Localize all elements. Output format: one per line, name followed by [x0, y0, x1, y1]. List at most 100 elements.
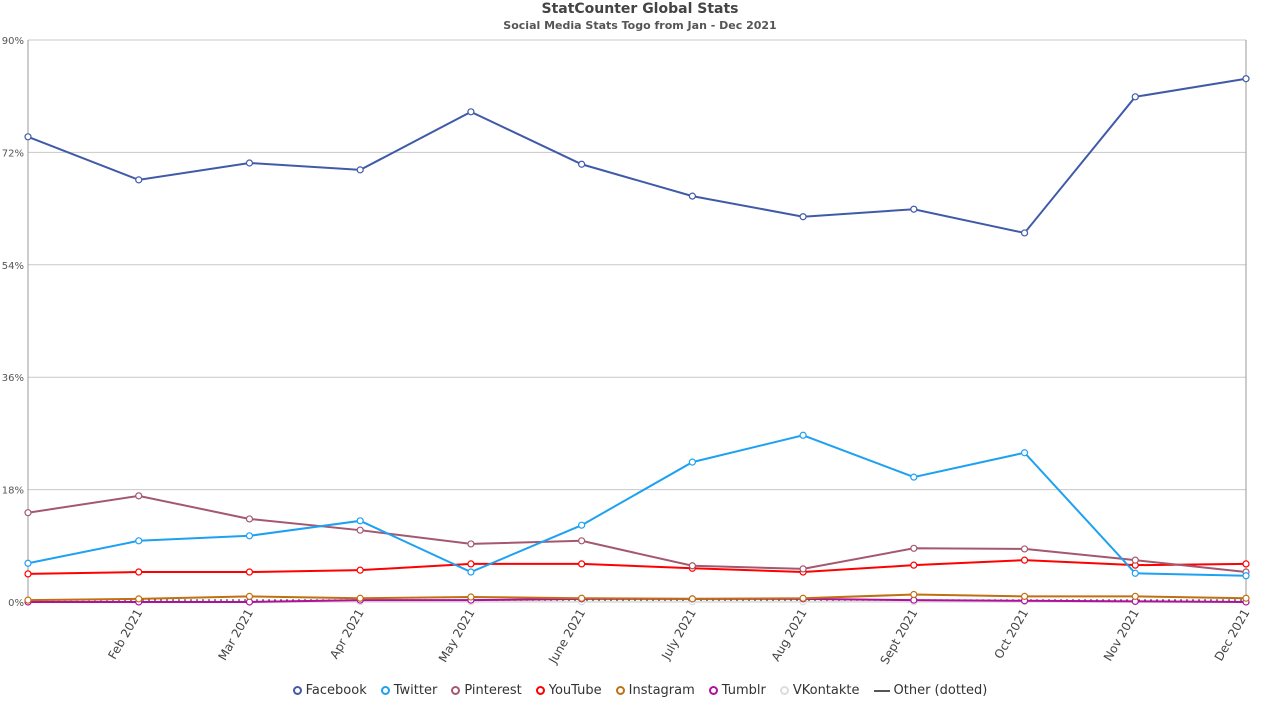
legend-label: Tumblr	[721, 683, 766, 698]
data-point	[688, 458, 696, 466]
x-tick-label: July 2021	[658, 607, 699, 663]
data-point	[467, 540, 475, 548]
legend-item[interactable]: Tumblr	[708, 683, 766, 698]
data-point	[910, 590, 918, 599]
data-point	[356, 166, 364, 174]
data-point	[1020, 449, 1029, 457]
data-point	[1020, 229, 1029, 237]
data-point	[799, 431, 807, 439]
x-tick-label: Mar 2021	[215, 607, 256, 663]
data-point	[578, 560, 586, 568]
x-tick-label: May 2021	[436, 607, 478, 665]
legend-item[interactable]: YouTube	[535, 683, 602, 698]
y-tick-label: 18%	[2, 486, 24, 497]
data-point	[688, 595, 696, 603]
data-point	[24, 133, 32, 141]
chart-title: StatCounter Global Stats	[541, 1, 739, 17]
data-point	[467, 568, 475, 576]
x-tick-label: Nov 2021	[1101, 607, 1142, 664]
legend-marker-icon	[873, 689, 890, 692]
data-point	[910, 561, 918, 569]
data-point	[910, 544, 918, 552]
legend-item[interactable]: Other (dotted)	[873, 683, 988, 698]
legend-marker-icon	[779, 686, 789, 695]
data-point	[799, 213, 807, 221]
x-tick-label: Oct 2021	[991, 607, 1031, 662]
x-tick-label: Feb 2021	[105, 607, 145, 662]
legend-marker-icon	[380, 686, 390, 695]
data-point	[688, 562, 696, 570]
legend-marker-icon	[615, 686, 625, 695]
y-tick-label: 36%	[2, 373, 24, 384]
data-point	[356, 594, 364, 602]
legend-label: Other (dotted)	[893, 683, 988, 698]
data-point	[356, 566, 364, 574]
data-point	[467, 593, 475, 601]
legend-label: Pinterest	[464, 683, 522, 698]
data-point	[245, 532, 254, 540]
data-point	[24, 596, 32, 604]
line-chart: 0% 18% 36% 54% 72% 90% Feb 2021 Mar 2021 Apr 202…	[2, 36, 1253, 667]
legend-item[interactable]: Twitter	[380, 683, 438, 698]
legend-marker-icon	[451, 686, 461, 695]
data-point	[910, 205, 918, 213]
legend-marker-icon	[708, 686, 718, 695]
data-point	[245, 592, 254, 600]
data-point	[578, 160, 586, 168]
series-line-twitter	[27, 434, 1247, 577]
series-line-youtube	[27, 559, 1247, 575]
data-point	[1242, 75, 1250, 83]
legend-item[interactable]: Pinterest	[451, 683, 522, 698]
legend-label: YouTube	[548, 683, 602, 698]
data-point	[578, 537, 586, 545]
series-line-instagram	[27, 593, 1247, 602]
legend-label: VKontakte	[792, 683, 860, 698]
data-point	[135, 595, 143, 603]
y-tick-label: 54%	[2, 261, 24, 272]
x-tick-label: Dec 2021	[1212, 607, 1253, 664]
data-point	[24, 559, 32, 567]
data-point	[356, 526, 364, 534]
data-point	[578, 521, 586, 529]
data-point	[1020, 545, 1029, 553]
x-tick-label: June 2021	[545, 607, 588, 667]
data-point	[799, 594, 807, 602]
data-point	[467, 560, 475, 568]
series-line-pinterest	[27, 494, 1247, 574]
x-tick-label: Aug 2021	[769, 607, 810, 664]
y-tick-label: 0%	[8, 598, 24, 609]
x-tick-label: Sept 2021	[877, 607, 920, 667]
data-point	[245, 515, 254, 523]
data-point	[1020, 556, 1029, 564]
legend: Facebook Twitter Pinterest YouTube Instagram…	[0, 683, 1280, 698]
data-point	[135, 492, 143, 500]
data-point	[135, 537, 143, 545]
legend-label: Instagram	[628, 683, 695, 698]
data-point	[1131, 592, 1139, 600]
data-point	[688, 192, 696, 200]
data-point	[135, 176, 143, 184]
data-point	[24, 570, 32, 578]
data-point	[24, 509, 32, 517]
data-point	[578, 594, 586, 602]
legend-item[interactable]: VKontakte	[779, 683, 860, 698]
legend-label: Facebook	[305, 683, 367, 698]
data-point	[245, 568, 254, 576]
data-point	[467, 108, 475, 116]
chart-subtitle: Social Media Stats Togo from Jan - Dec 2…	[503, 19, 777, 32]
data-point	[1242, 572, 1250, 580]
data-point	[1242, 594, 1250, 602]
legend-label: Twitter	[393, 683, 438, 698]
data-point	[1020, 592, 1029, 600]
y-tick-label: 90%	[2, 36, 24, 47]
data-point	[1131, 93, 1139, 101]
legend-marker-icon	[292, 686, 302, 695]
legend-item[interactable]: Facebook	[292, 683, 367, 698]
x-tick-label: Apr 2021	[327, 607, 367, 662]
data-point	[135, 568, 143, 576]
legend-marker-icon	[535, 686, 545, 695]
data-point	[1131, 569, 1139, 577]
series-line-facebook	[27, 77, 1247, 235]
legend-item[interactable]: Instagram	[615, 683, 695, 698]
data-point	[910, 473, 918, 481]
